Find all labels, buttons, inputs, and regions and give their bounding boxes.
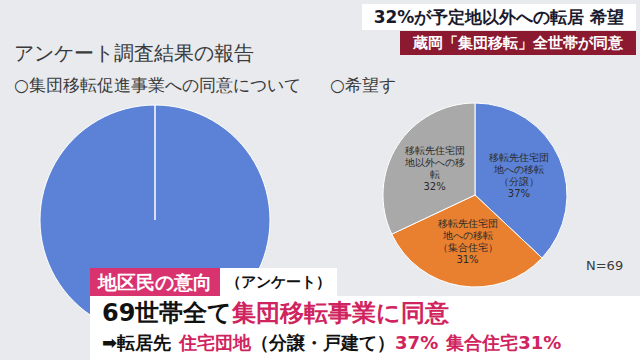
html-text:地区民の意向: 地区民の意向 xyxy=(98,271,212,293)
html-text:アンケート調査結果の報告: アンケート調査結果の報告 xyxy=(14,41,254,65)
svg-text:移転先住宅団地への移転（分譲）37%: 移転先住宅団地への移転（分譲）37% xyxy=(489,152,549,199)
html-text:蔵岡「集団移転」全世帯が同意: 蔵岡「集団移転」全世帯が同意 xyxy=(413,34,623,52)
html-text:➡転居先 住宅団地（分譲・戸建て）37% 集合住宅31%: ➡転居先 住宅団地（分譲・戸建て）37% 集合住宅31% xyxy=(102,332,562,353)
html-text:69世帯全て集団移転事業に同意: 69世帯全て集団移転事業に同意 xyxy=(102,299,450,327)
html-text:○集団移転促進事業への同意について: ○集団移転促進事業への同意について xyxy=(14,75,301,95)
html-text:（アンケート）: （アンケート） xyxy=(226,273,331,291)
html-text:32%が予定地以外への転居 希望: 32%が予定地以外への転居 希望 xyxy=(373,7,625,27)
html-text:○希望す: ○希望す xyxy=(330,75,396,95)
svg-text:移転先住宅団地への移転（集合住宅）31%: 移転先住宅団地への移転（集合住宅）31% xyxy=(438,218,498,265)
html-text:N=69: N=69 xyxy=(586,258,624,273)
svg-text:移転先住宅団地以外への移転32%: 移転先住宅団地以外への移転32% xyxy=(404,145,465,192)
